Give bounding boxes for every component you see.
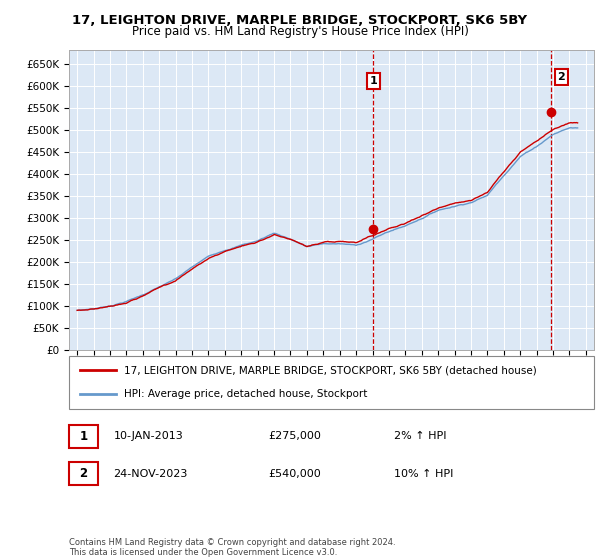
FancyBboxPatch shape [69,356,594,409]
Text: 17, LEIGHTON DRIVE, MARPLE BRIDGE, STOCKPORT, SK6 5BY (detached house): 17, LEIGHTON DRIVE, MARPLE BRIDGE, STOCK… [124,366,537,376]
Text: 1: 1 [369,76,377,86]
Text: 2: 2 [557,72,565,82]
Text: HPI: Average price, detached house, Stockport: HPI: Average price, detached house, Stoc… [124,389,367,399]
Text: Price paid vs. HM Land Registry's House Price Index (HPI): Price paid vs. HM Land Registry's House … [131,25,469,38]
Text: £540,000: £540,000 [269,469,321,479]
Text: 24-NOV-2023: 24-NOV-2023 [113,469,188,479]
Text: 2: 2 [79,467,88,480]
Text: 10% ↑ HPI: 10% ↑ HPI [395,469,454,479]
Text: Contains HM Land Registry data © Crown copyright and database right 2024.
This d: Contains HM Land Registry data © Crown c… [69,538,395,557]
Text: 1: 1 [79,430,88,443]
FancyBboxPatch shape [69,424,98,448]
FancyBboxPatch shape [69,462,98,486]
Text: £275,000: £275,000 [269,431,322,441]
Text: 10-JAN-2013: 10-JAN-2013 [113,431,184,441]
Text: 2% ↑ HPI: 2% ↑ HPI [395,431,447,441]
Text: 17, LEIGHTON DRIVE, MARPLE BRIDGE, STOCKPORT, SK6 5BY: 17, LEIGHTON DRIVE, MARPLE BRIDGE, STOCK… [73,14,527,27]
